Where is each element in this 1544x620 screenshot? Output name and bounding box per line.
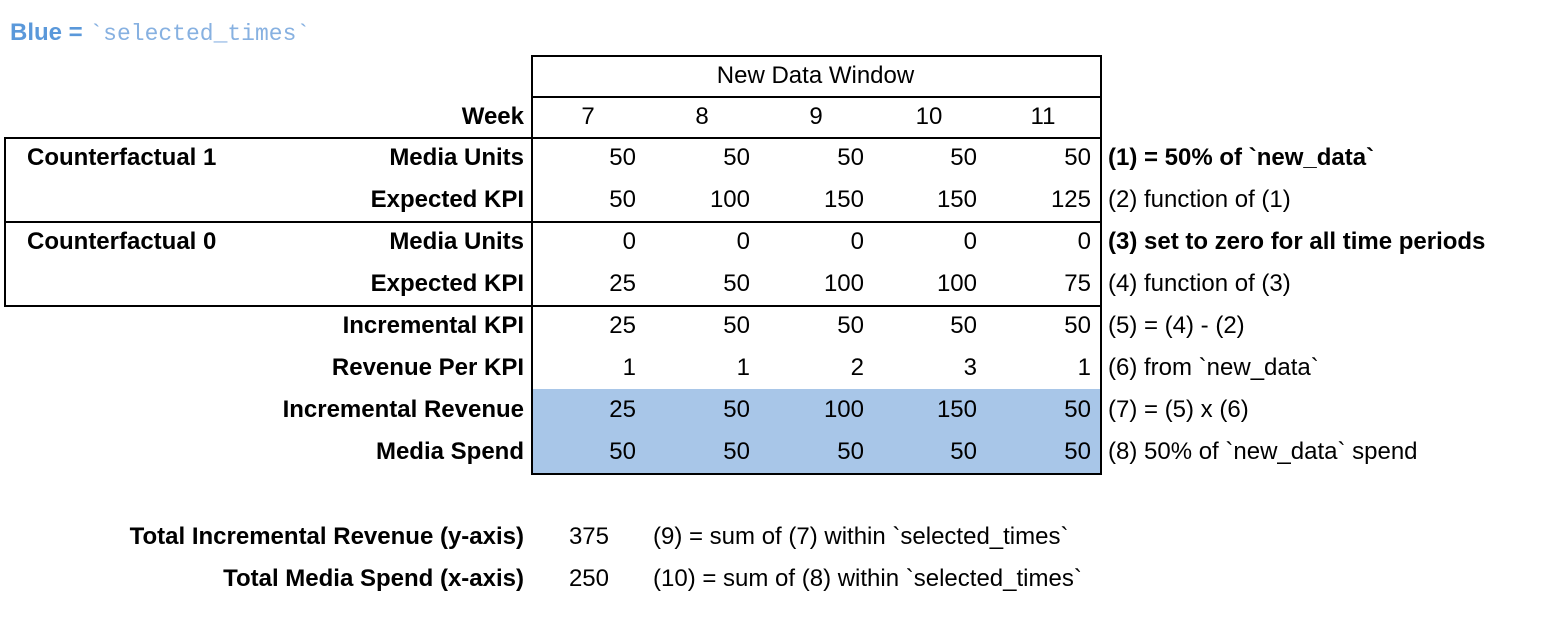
cell-value: 75 xyxy=(1064,270,1091,297)
total-note: (9) = sum of (7) within `selected_times` xyxy=(653,523,1069,550)
cell-value: 1 xyxy=(736,354,750,381)
row-label: Expected KPI xyxy=(370,270,524,297)
cell-value: 25 xyxy=(609,396,636,423)
cell-value: 150 xyxy=(936,396,977,423)
total-value: 250 xyxy=(568,565,609,592)
total-note: (10) = sum of (8) within `selected_times… xyxy=(653,565,1082,592)
row-label: Media Spend xyxy=(375,438,524,465)
cell-value: 150 xyxy=(936,186,977,213)
cell-value: 25 xyxy=(609,270,636,297)
row-label: Revenue Per KPI xyxy=(331,354,524,381)
group-label: Counterfactual 0 xyxy=(27,228,217,255)
week-value: 9 xyxy=(809,103,823,130)
cell-value: 150 xyxy=(823,186,864,213)
cell-value: 50 xyxy=(950,438,977,465)
week-label: Week xyxy=(461,103,524,130)
cell-value: 100 xyxy=(936,270,977,297)
cell-value: 2 xyxy=(850,354,864,381)
legend-code: `selected_times` xyxy=(89,21,311,47)
total-row: Total Media Spend (x-axis) 250 (10) = su… xyxy=(0,558,1544,600)
cell-value: 50 xyxy=(837,438,864,465)
selected-times-highlight xyxy=(531,389,1100,473)
table-row: Revenue Per KPI 1 1 2 3 1 (6) from `new_… xyxy=(0,347,1544,389)
cell-value: 50 xyxy=(837,312,864,339)
cell-value: 50 xyxy=(723,144,750,171)
week-value: 11 xyxy=(1030,103,1056,130)
legend-prefix: Blue = xyxy=(10,19,90,46)
group-label: Counterfactual 1 xyxy=(27,144,217,171)
cell-value: 50 xyxy=(1064,438,1091,465)
table-row-highlighted: Incremental Revenue 25 50 100 150 50 (7)… xyxy=(0,389,1544,431)
row-note: (3) set to zero for all time periods xyxy=(1108,228,1486,255)
table-border xyxy=(4,305,1102,307)
cell-value: 50 xyxy=(950,312,977,339)
cell-value: 1 xyxy=(1077,354,1091,381)
cell-value: 50 xyxy=(609,186,636,213)
week-row: Week 7 8 9 10 11 xyxy=(0,96,1544,137)
total-value: 375 xyxy=(568,523,609,550)
table-border xyxy=(1100,55,1102,475)
cell-value: 0 xyxy=(963,228,977,255)
cell-value: 0 xyxy=(622,228,636,255)
row-note: (5) = (4) - (2) xyxy=(1108,312,1245,339)
table-header-row: New Data Window xyxy=(0,55,1544,96)
table-row-highlighted: Media Spend 50 50 50 50 50 (8) 50% of `n… xyxy=(0,431,1544,473)
table-row: Counterfactual 1 Media Units 50 50 50 50… xyxy=(0,137,1544,179)
row-note: (2) function of (1) xyxy=(1108,186,1291,213)
row-note: (1) = 50% of `new_data` xyxy=(1108,144,1375,171)
table-border xyxy=(4,221,1102,223)
row-note: (4) function of (3) xyxy=(1108,270,1291,297)
cell-value: 1 xyxy=(622,354,636,381)
cell-value: 50 xyxy=(1064,312,1091,339)
table-border xyxy=(4,137,1102,139)
cell-value: 50 xyxy=(609,438,636,465)
total-label: Total Media Spend (x-axis) xyxy=(223,565,524,592)
legend: Blue = `selected_times` xyxy=(10,18,310,49)
cell-value: 0 xyxy=(1077,228,1091,255)
cell-value: 100 xyxy=(823,396,864,423)
table-row: Expected KPI 25 50 100 100 75 (4) functi… xyxy=(0,263,1544,305)
week-value: 7 xyxy=(581,103,595,130)
table-row: Counterfactual 0 Media Units 0 0 0 0 0 (… xyxy=(0,221,1544,263)
row-note: (6) from `new_data` xyxy=(1108,354,1319,381)
row-label: Media Units xyxy=(389,144,524,171)
cell-value: 100 xyxy=(709,186,750,213)
cell-value: 50 xyxy=(837,144,864,171)
window-header: New Data Window xyxy=(716,62,915,89)
total-label: Total Incremental Revenue (y-axis) xyxy=(129,523,524,550)
table-row: Expected KPI 50 100 150 150 125 (2) func… xyxy=(0,179,1544,221)
cell-value: 50 xyxy=(950,144,977,171)
row-label: Expected KPI xyxy=(370,186,524,213)
table-row: Incremental KPI 25 50 50 50 50 (5) = (4)… xyxy=(0,305,1544,347)
cell-value: 3 xyxy=(963,354,977,381)
table-border xyxy=(531,473,1102,475)
table-border xyxy=(531,96,1102,98)
cell-value: 125 xyxy=(1050,186,1091,213)
row-note: (7) = (5) x (6) xyxy=(1108,396,1249,423)
total-row: Total Incremental Revenue (y-axis) 375 (… xyxy=(0,516,1544,558)
table-border xyxy=(531,55,1102,57)
cell-value: 50 xyxy=(723,312,750,339)
cell-value: 100 xyxy=(823,270,864,297)
cell-value: 0 xyxy=(736,228,750,255)
table-border xyxy=(4,137,6,307)
cell-value: 50 xyxy=(1064,144,1091,171)
cell-value: 50 xyxy=(1064,396,1091,423)
table-border xyxy=(531,55,533,475)
cell-value: 50 xyxy=(723,396,750,423)
row-label: Incremental KPI xyxy=(342,312,524,339)
row-label: Incremental Revenue xyxy=(282,396,524,423)
week-value: 10 xyxy=(915,103,943,130)
row-note: (8) 50% of `new_data` spend xyxy=(1108,438,1418,465)
week-value: 8 xyxy=(695,103,709,130)
cell-value: 25 xyxy=(609,312,636,339)
cell-value: 0 xyxy=(850,228,864,255)
cell-value: 50 xyxy=(609,144,636,171)
cell-value: 50 xyxy=(723,270,750,297)
row-label: Media Units xyxy=(389,228,524,255)
cell-value: 50 xyxy=(723,438,750,465)
